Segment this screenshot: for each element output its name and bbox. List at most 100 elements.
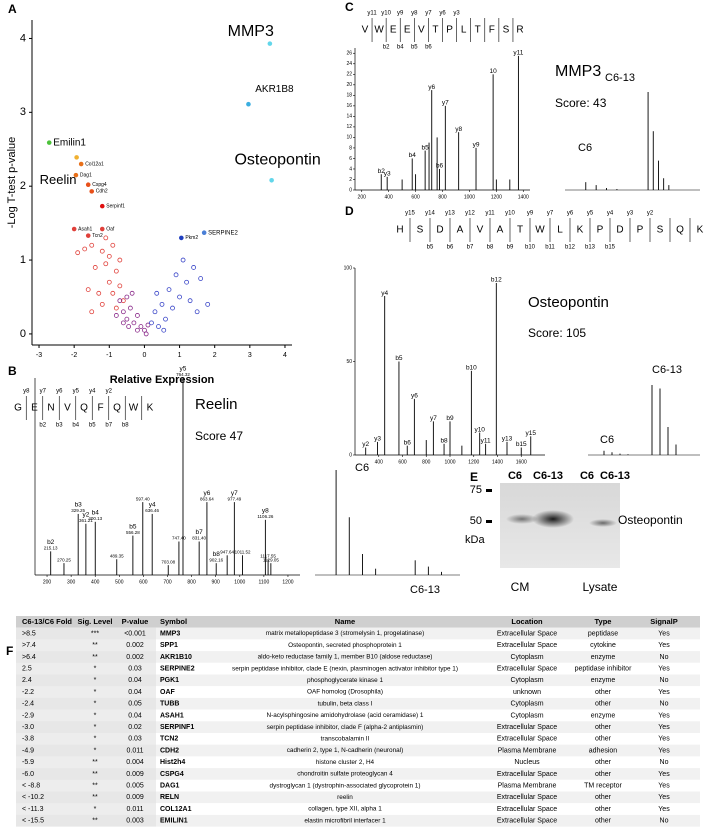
y-ion: y6	[56, 389, 63, 395]
score: Score: 43	[555, 96, 607, 110]
score: Score: 105	[528, 326, 586, 340]
table-cell: OAF homolog (Drosophila)	[307, 689, 383, 696]
data-point	[131, 320, 137, 326]
peak-mz-label: 764.32	[176, 372, 190, 377]
table-cell: *	[94, 736, 97, 743]
sequence-letter: H	[396, 225, 403, 236]
table-cell: Cytoplasm	[510, 712, 543, 719]
isotope-label: C6-13	[410, 584, 440, 596]
table-cell: 0.009	[126, 771, 144, 778]
data-point	[135, 313, 140, 318]
y-ion: y10	[381, 11, 391, 17]
point-label: Col12a1	[85, 161, 104, 167]
y-ion: y9	[397, 11, 404, 17]
peak-mz-label: 947.64	[220, 549, 234, 554]
row-bg	[16, 721, 700, 733]
sequence-letter: D	[616, 225, 623, 236]
data-point	[154, 290, 160, 296]
data-point	[127, 305, 133, 311]
y-tick-label: 50	[346, 359, 352, 365]
y-ion: y10	[505, 211, 515, 217]
peak-ion-label: b12	[491, 277, 502, 284]
sequence-letter: F	[489, 25, 495, 36]
peak-mz-label: 977.49	[227, 496, 241, 501]
table-cell: peptidase inhibitor	[575, 665, 632, 672]
peak-mz-label: 703.08	[161, 559, 175, 564]
x-tick-label: 600	[139, 579, 148, 585]
data-point	[106, 279, 112, 285]
sequence-letter: L	[557, 225, 563, 236]
sequence-letter: T	[475, 25, 481, 36]
peak-ion-label: b6	[404, 439, 412, 446]
table-cell: 0.05	[128, 701, 142, 708]
x-tick-label: 700	[163, 579, 172, 585]
y-ion: y2	[647, 211, 654, 217]
b-ion: b2	[39, 423, 46, 429]
b-ion: b7	[105, 423, 112, 429]
peak-mz-label: 400.13	[88, 516, 102, 521]
x-tick-label: -3	[36, 352, 42, 359]
table-cell: *	[94, 724, 97, 731]
sequence-letter: Q	[80, 403, 88, 414]
row-bg	[16, 627, 700, 640]
blot-band	[506, 514, 538, 524]
table-cell: -3.8	[22, 736, 34, 743]
x-tick-label: 2	[213, 352, 217, 359]
table-cell: Cytoplasm	[510, 701, 543, 708]
highlight-point	[46, 140, 52, 145]
table-cell: **	[92, 782, 98, 789]
y-tick-label: 4	[20, 32, 26, 44]
peak-ion-label: y5	[180, 366, 187, 373]
point-label: MMP3	[228, 23, 274, 40]
table-cell: Extracellular Space	[497, 771, 557, 778]
sequence-letter: L	[461, 25, 467, 36]
peak-mz-label: 863.64	[200, 496, 214, 501]
data-point	[124, 316, 130, 322]
table-cell: Yes	[658, 794, 670, 801]
point-label: Osteopontin	[234, 152, 320, 169]
highlight-point	[246, 101, 251, 107]
table-cell: Extracellular Space	[497, 794, 557, 801]
blot-band	[589, 519, 617, 527]
table-cell: 0.03	[128, 736, 142, 743]
row-bg	[16, 814, 700, 827]
sequence-letter: V	[477, 225, 484, 236]
table-cell: **	[92, 642, 98, 649]
peak-ion-label: y7	[430, 415, 437, 422]
data-point	[106, 253, 112, 259]
b-ion: b4	[72, 423, 79, 429]
point-label: SERPINE2	[208, 230, 238, 236]
peak-ion-label: y9	[473, 142, 480, 149]
peak-ion-label: y6	[428, 84, 435, 91]
table-cell: **	[92, 771, 98, 778]
x-tick-label: 600	[398, 459, 407, 465]
table-cell: ASAH1	[160, 712, 184, 719]
row-bg	[16, 697, 700, 710]
y-ion: y6	[439, 11, 446, 17]
table-cell: Yes	[658, 782, 670, 789]
peak-ion-label: b9	[446, 415, 454, 422]
y-ion: y11	[367, 11, 377, 17]
sequence-letter: K	[577, 225, 584, 236]
table-cell: >6.4	[22, 654, 36, 661]
highlight-point	[89, 189, 95, 194]
peak-ion-label: b5	[129, 523, 137, 530]
table-cell: SPP1	[160, 642, 178, 649]
peak-ion-label: y7	[231, 490, 238, 497]
table-cell: Osteopontin, secreted phosphoprotein 1	[288, 642, 402, 649]
column-header: Type	[595, 617, 612, 626]
panel-label: A	[8, 2, 17, 16]
highlight-point	[78, 161, 84, 167]
data-point	[99, 301, 105, 307]
table-cell: >7.4	[22, 642, 36, 649]
peak-ion-label: y8	[262, 508, 269, 515]
data-point	[142, 327, 147, 333]
table-cell: 0.011	[127, 747, 144, 754]
table-cell: Nucleus	[514, 759, 540, 766]
x-tick-label: 3	[248, 352, 252, 359]
panel-label: E	[470, 470, 478, 484]
sequence-letter: T	[432, 25, 438, 36]
x-tick-label: -2	[71, 352, 77, 359]
point-label: AKR1B8	[255, 84, 294, 95]
